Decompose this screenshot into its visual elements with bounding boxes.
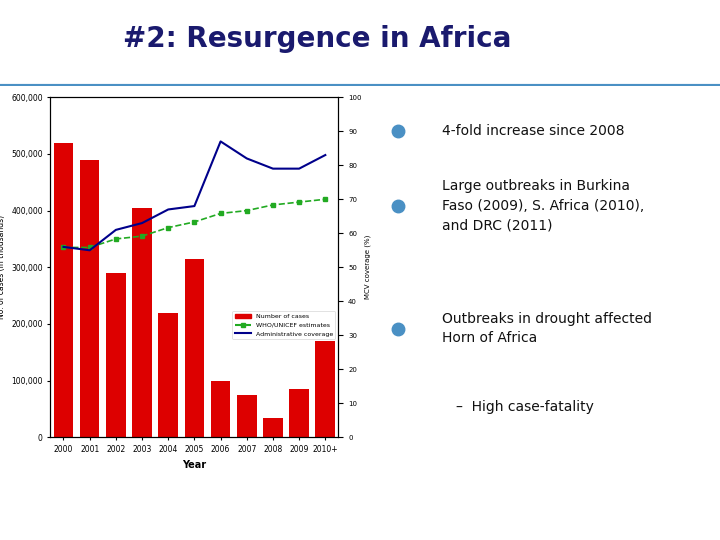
Bar [237,395,256,437]
Bar [80,160,99,437]
Text: #2: Resurgence in Africa: #2: Resurgence in Africa [122,25,511,53]
Text: Large outbreaks in Burkina
Faso (2009), S. Africa (2010),
and DRC (2011): Large outbreaks in Burkina Faso (2009), … [442,179,644,232]
Y-axis label: No. of cases (in thousands): No. of cases (in thousands) [0,215,6,319]
Bar [184,259,204,437]
Bar [289,389,309,437]
Text: 4-fold increase since 2008: 4-fold increase since 2008 [442,124,624,138]
Bar [106,273,126,437]
Bar [132,208,152,437]
Text: –  High case-fatality: – High case-fatality [456,400,593,414]
Bar [54,143,73,437]
Bar [315,341,335,437]
Text: (2011) 86: 129-136: (2011) 86: 129-136 [259,514,368,524]
Bar [263,417,283,437]
Text: Weekly Epidemiological Record: Weekly Epidemiological Record [259,488,435,498]
Bar [211,381,230,437]
Text: Outbreaks in drought affected
Horn of Africa: Outbreaks in drought affected Horn of Af… [442,312,652,346]
Legend: Number of cases, WHO/UNICEF estimates, Administrative coverage: Number of cases, WHO/UNICEF estimates, A… [233,311,336,339]
X-axis label: Year: Year [182,460,207,470]
Text: 19 |: 19 | [18,496,42,509]
Text: World Health: World Health [624,487,716,500]
Text: Organization: Organization [624,512,715,525]
Bar [158,313,178,437]
Text: unicef: unicef [61,490,143,514]
Y-axis label: MCV coverage (%): MCV coverage (%) [364,235,371,300]
